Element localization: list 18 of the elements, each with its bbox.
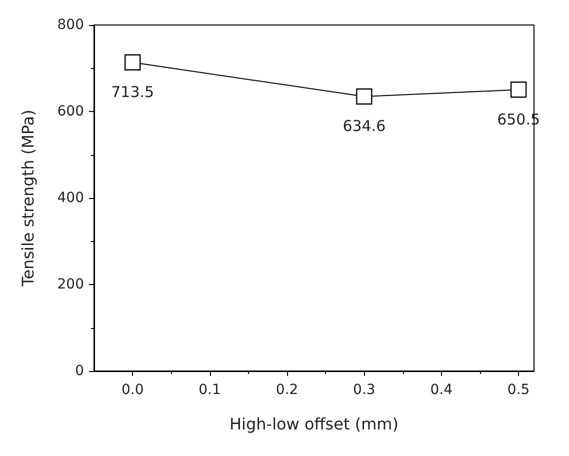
point [510,82,527,98]
x-tick-label: 0.5 [507,382,530,398]
x-axis-title: High-low offset (mm) [230,414,398,434]
point [356,88,372,105]
x-tick-label: 0.4 [430,382,453,398]
y-tick-label: 800 [57,17,84,33]
point [124,54,141,71]
x-tick-label: 0.0 [121,382,144,398]
x-tick-label: 0.3 [353,382,376,398]
y-tick-label: 600 [57,104,84,120]
x-tick-label: 0.1 [198,382,221,398]
y-axis-title: Tensile strength (MPa) [18,110,38,288]
x-tick-label: 0.2 [276,382,298,398]
y-tick-label: 400 [57,190,84,206]
y-tick-label: 200 [57,276,84,292]
y-tick-label: 0 [75,363,84,379]
data-label: 713.5 [111,83,154,102]
data-label: 634.6 [342,117,386,136]
